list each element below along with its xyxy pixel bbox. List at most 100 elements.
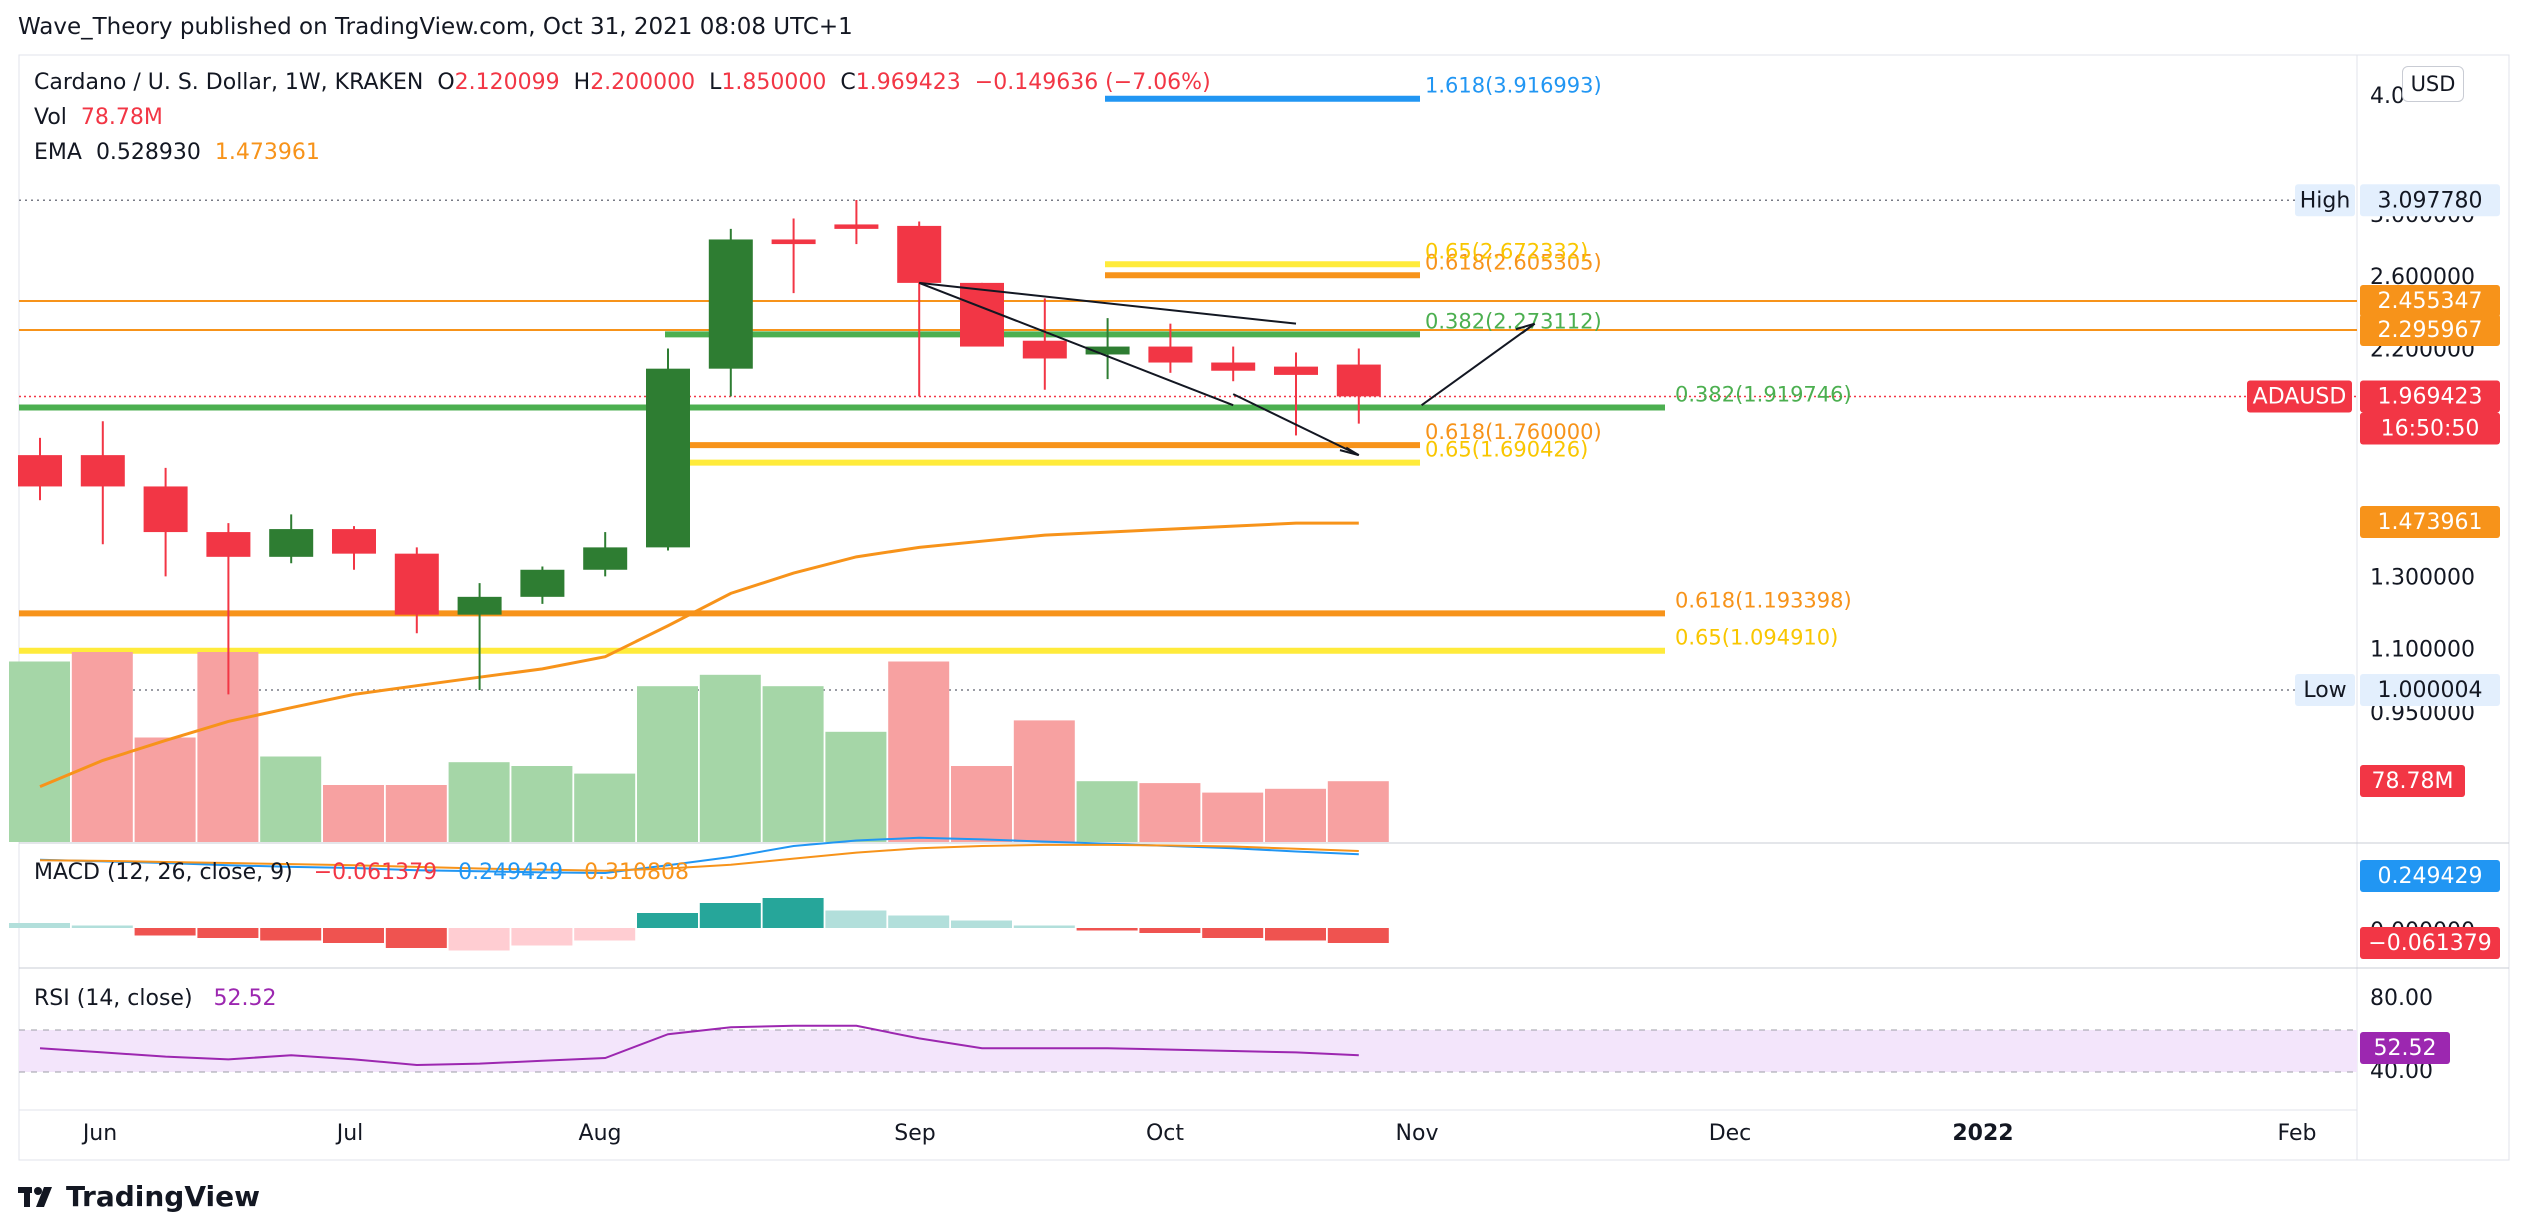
low-tag-value-bg <box>2360 673 2500 706</box>
volume-label: Vol <box>34 105 67 130</box>
price-tag-countdown-bg <box>2360 412 2500 445</box>
low-label: L <box>709 70 722 95</box>
macd-hist-bar-3 <box>197 928 259 938</box>
macd-hist-bar-10 <box>637 913 698 928</box>
x-tick-label-5: Nov <box>1396 1121 1439 1146</box>
fib-level-label-0: 1.618(3.916993) <box>1425 74 1602 98</box>
x-tick-label-8: Feb <box>2278 1121 2317 1146</box>
fib-level-label-5: 0.618(1.760000) <box>1425 420 1602 444</box>
macd-hist-bar-11 <box>699 903 761 928</box>
macd-tag-line-bg <box>2360 860 2500 892</box>
price-tag-countdown: 16:50:50 <box>2381 416 2480 441</box>
candle-body-17 <box>1085 346 1130 355</box>
arrow-up-head-a <box>1515 322 1535 331</box>
rsi-legend[interactable]: RSI (14, close) 52.52 <box>34 986 277 1011</box>
candle-body-6 <box>394 553 439 615</box>
candle-body-3 <box>206 532 251 557</box>
price-tag-2455-bg <box>2360 284 2500 317</box>
price-tag-2455: 2.455347 <box>2378 289 2483 314</box>
macd-hist-bar-17 <box>1076 928 1138 931</box>
change-value: −0.149636 (−7.06%) <box>974 70 1211 95</box>
volume-bar-14 <box>888 661 950 842</box>
macd-hist-bar-5 <box>323 928 384 943</box>
fib-level-label-1: 0.618(2.605305) <box>1425 250 1602 274</box>
close-label: C <box>840 70 856 95</box>
candle-body-19 <box>1211 362 1256 371</box>
candle-body-12 <box>771 239 816 245</box>
price-tag-volume-bg <box>2360 765 2465 797</box>
candle-body-7 <box>457 596 502 615</box>
price-tag-volume: 78.78M <box>2372 769 2454 794</box>
price-tag-symbol: ADAUSD <box>2253 384 2347 409</box>
candle-body-10 <box>646 368 690 548</box>
price-tag-ema: 1.473961 <box>2378 510 2483 535</box>
ema-legend[interactable]: EMA 0.528930 1.473961 <box>34 140 320 165</box>
volume-bar-1 <box>71 652 133 842</box>
rsi-tag-bg <box>2360 1032 2450 1064</box>
macd-hist-bar-0 <box>9 923 70 928</box>
ema-length: 0.528930 <box>95 140 201 165</box>
high-tag-label-bg <box>2295 184 2355 217</box>
macd-line-value: 0.249429 <box>458 860 564 885</box>
volume-legend[interactable]: Vol 78.78M <box>34 105 163 130</box>
candle-body-2 <box>143 486 188 533</box>
macd-hist-bar-13 <box>825 910 887 928</box>
high-value: 2.200000 <box>590 70 696 95</box>
volume-bar-21 <box>1327 781 1389 842</box>
brand-name: TradingView <box>66 1180 260 1213</box>
rsi-value: 52.52 <box>213 986 277 1011</box>
candle-body-18 <box>1148 346 1193 363</box>
volume-bar-4 <box>260 756 322 842</box>
macd-hist-bar-9 <box>574 928 636 941</box>
low-tag-value: 1.000004 <box>2378 678 2483 703</box>
volume-bar-16 <box>1013 720 1075 842</box>
macd-hist-bar-16 <box>1013 925 1075 928</box>
macd-signal-line <box>39 843 1359 872</box>
macd-hist-bar-2 <box>134 928 196 936</box>
candle-body-16 <box>1022 340 1067 359</box>
published-by: Wave_Theory published on TradingView.com… <box>18 14 853 40</box>
arrow-up-line <box>1421 322 1536 407</box>
x-tick-label-4: Oct <box>1146 1121 1184 1146</box>
arrow-down-head-b <box>1345 446 1360 456</box>
fib-level-label-2: 0.65(2.672332) <box>1425 239 1588 263</box>
fib-level-label-3: 0.382(2.273112) <box>1425 309 1602 333</box>
high-tag-label: High <box>2300 188 2351 213</box>
candle-body-0 <box>18 455 62 487</box>
y-tick-label-6: 1.100000 <box>2370 638 2475 663</box>
currency-button[interactable]: USD <box>2402 66 2464 102</box>
macd-hist-bar-14 <box>888 915 950 928</box>
ema-label: EMA <box>34 140 82 165</box>
macd-tag-hist: −0.061379 <box>2368 931 2491 956</box>
candle-body-21 <box>1336 364 1381 397</box>
y-tick-label-5: 1.300000 <box>2370 565 2475 590</box>
rsi-title: RSI (14, close) <box>34 986 193 1011</box>
volume-bar-11 <box>699 674 761 842</box>
chart-frame <box>18 54 2510 1161</box>
ema-value: 1.473961 <box>214 140 320 165</box>
x-tick-label-1: Jul <box>335 1121 364 1146</box>
high-tag-value-bg <box>2360 184 2500 217</box>
high-label: H <box>573 70 591 95</box>
arrow-down-line <box>1232 393 1360 457</box>
macd-hist-bar-20 <box>1265 928 1326 941</box>
candle-body-11 <box>708 239 753 369</box>
price-tag-ema-bg <box>2360 505 2500 538</box>
macd-hist-bar-18 <box>1139 928 1201 933</box>
tradingview-logo[interactable]: TradingView <box>18 1180 260 1213</box>
low-value: 1.850000 <box>721 70 827 95</box>
x-tick-label-0: Jun <box>81 1121 117 1146</box>
volume-bar-2 <box>134 737 196 842</box>
close-value: 1.969423 <box>855 70 961 95</box>
volume-bar-13 <box>825 731 887 842</box>
price-tag-2295-bg <box>2360 314 2500 347</box>
open-label: O <box>437 70 455 95</box>
macd-legend[interactable]: MACD (12, 26, close, 9) −0.061379 0.2494… <box>34 860 689 885</box>
macd-hist-bar-15 <box>951 920 1012 928</box>
macd-hist-bar-7 <box>448 928 510 951</box>
macd-tag-line: 0.249429 <box>2378 864 2483 889</box>
symbol-title[interactable]: Cardano / U. S. Dollar, 1W, KRAKEN <box>34 70 424 95</box>
price-tag-symbol-bg <box>2247 380 2352 413</box>
low-tag-label-bg <box>2295 673 2355 706</box>
volume-bar-12 <box>762 686 824 842</box>
